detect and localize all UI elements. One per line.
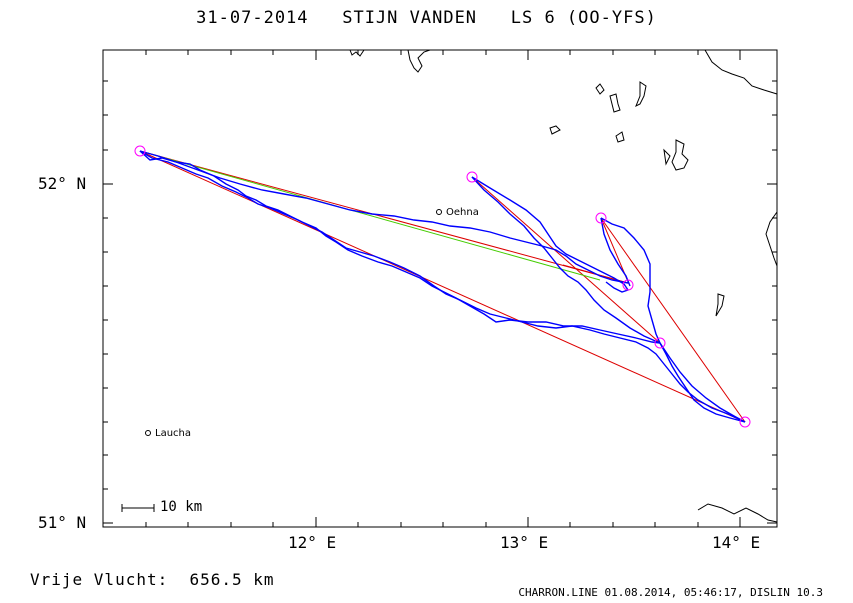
place-label-oehna: Oehna xyxy=(446,207,479,218)
turnpoints xyxy=(134,145,751,428)
place-label-laucha: Laucha xyxy=(155,428,192,439)
software-credit: CHARRON.LINE 01.08.2014, 05:46:17, DISLI… xyxy=(518,586,823,599)
lon-tick-label: 12° E xyxy=(288,533,337,552)
task-lines xyxy=(139,150,746,423)
place-marker-oehna xyxy=(436,209,442,215)
flight-track xyxy=(139,150,746,423)
axis-ticks xyxy=(103,50,777,527)
turnpoint-marker xyxy=(134,145,146,157)
scale-bar-label: 10 km xyxy=(160,499,203,515)
map-frame xyxy=(102,49,778,528)
lat-tick-label: 52° N xyxy=(38,174,87,193)
turnpoint-marker xyxy=(595,212,607,224)
turnpoint-marker xyxy=(654,337,666,349)
coastlines xyxy=(349,49,778,523)
lat-tick-label: 51° N xyxy=(38,513,87,532)
place-marker-laucha xyxy=(145,430,151,436)
final-glide-line xyxy=(139,150,601,281)
turnpoint-marker xyxy=(622,279,634,291)
map-title: 31-07-2014 STIJN VANDEN LS 6 (OO-YFS) xyxy=(196,8,657,28)
lon-tick-label: 14° E xyxy=(712,533,761,552)
lon-tick-label: 13° E xyxy=(500,533,549,552)
scale-bar xyxy=(121,504,155,512)
turnpoint-marker xyxy=(466,171,478,183)
turnpoint-marker xyxy=(739,416,751,428)
free-flight-distance: Vrije Vlucht: 656.5 km xyxy=(30,570,275,589)
